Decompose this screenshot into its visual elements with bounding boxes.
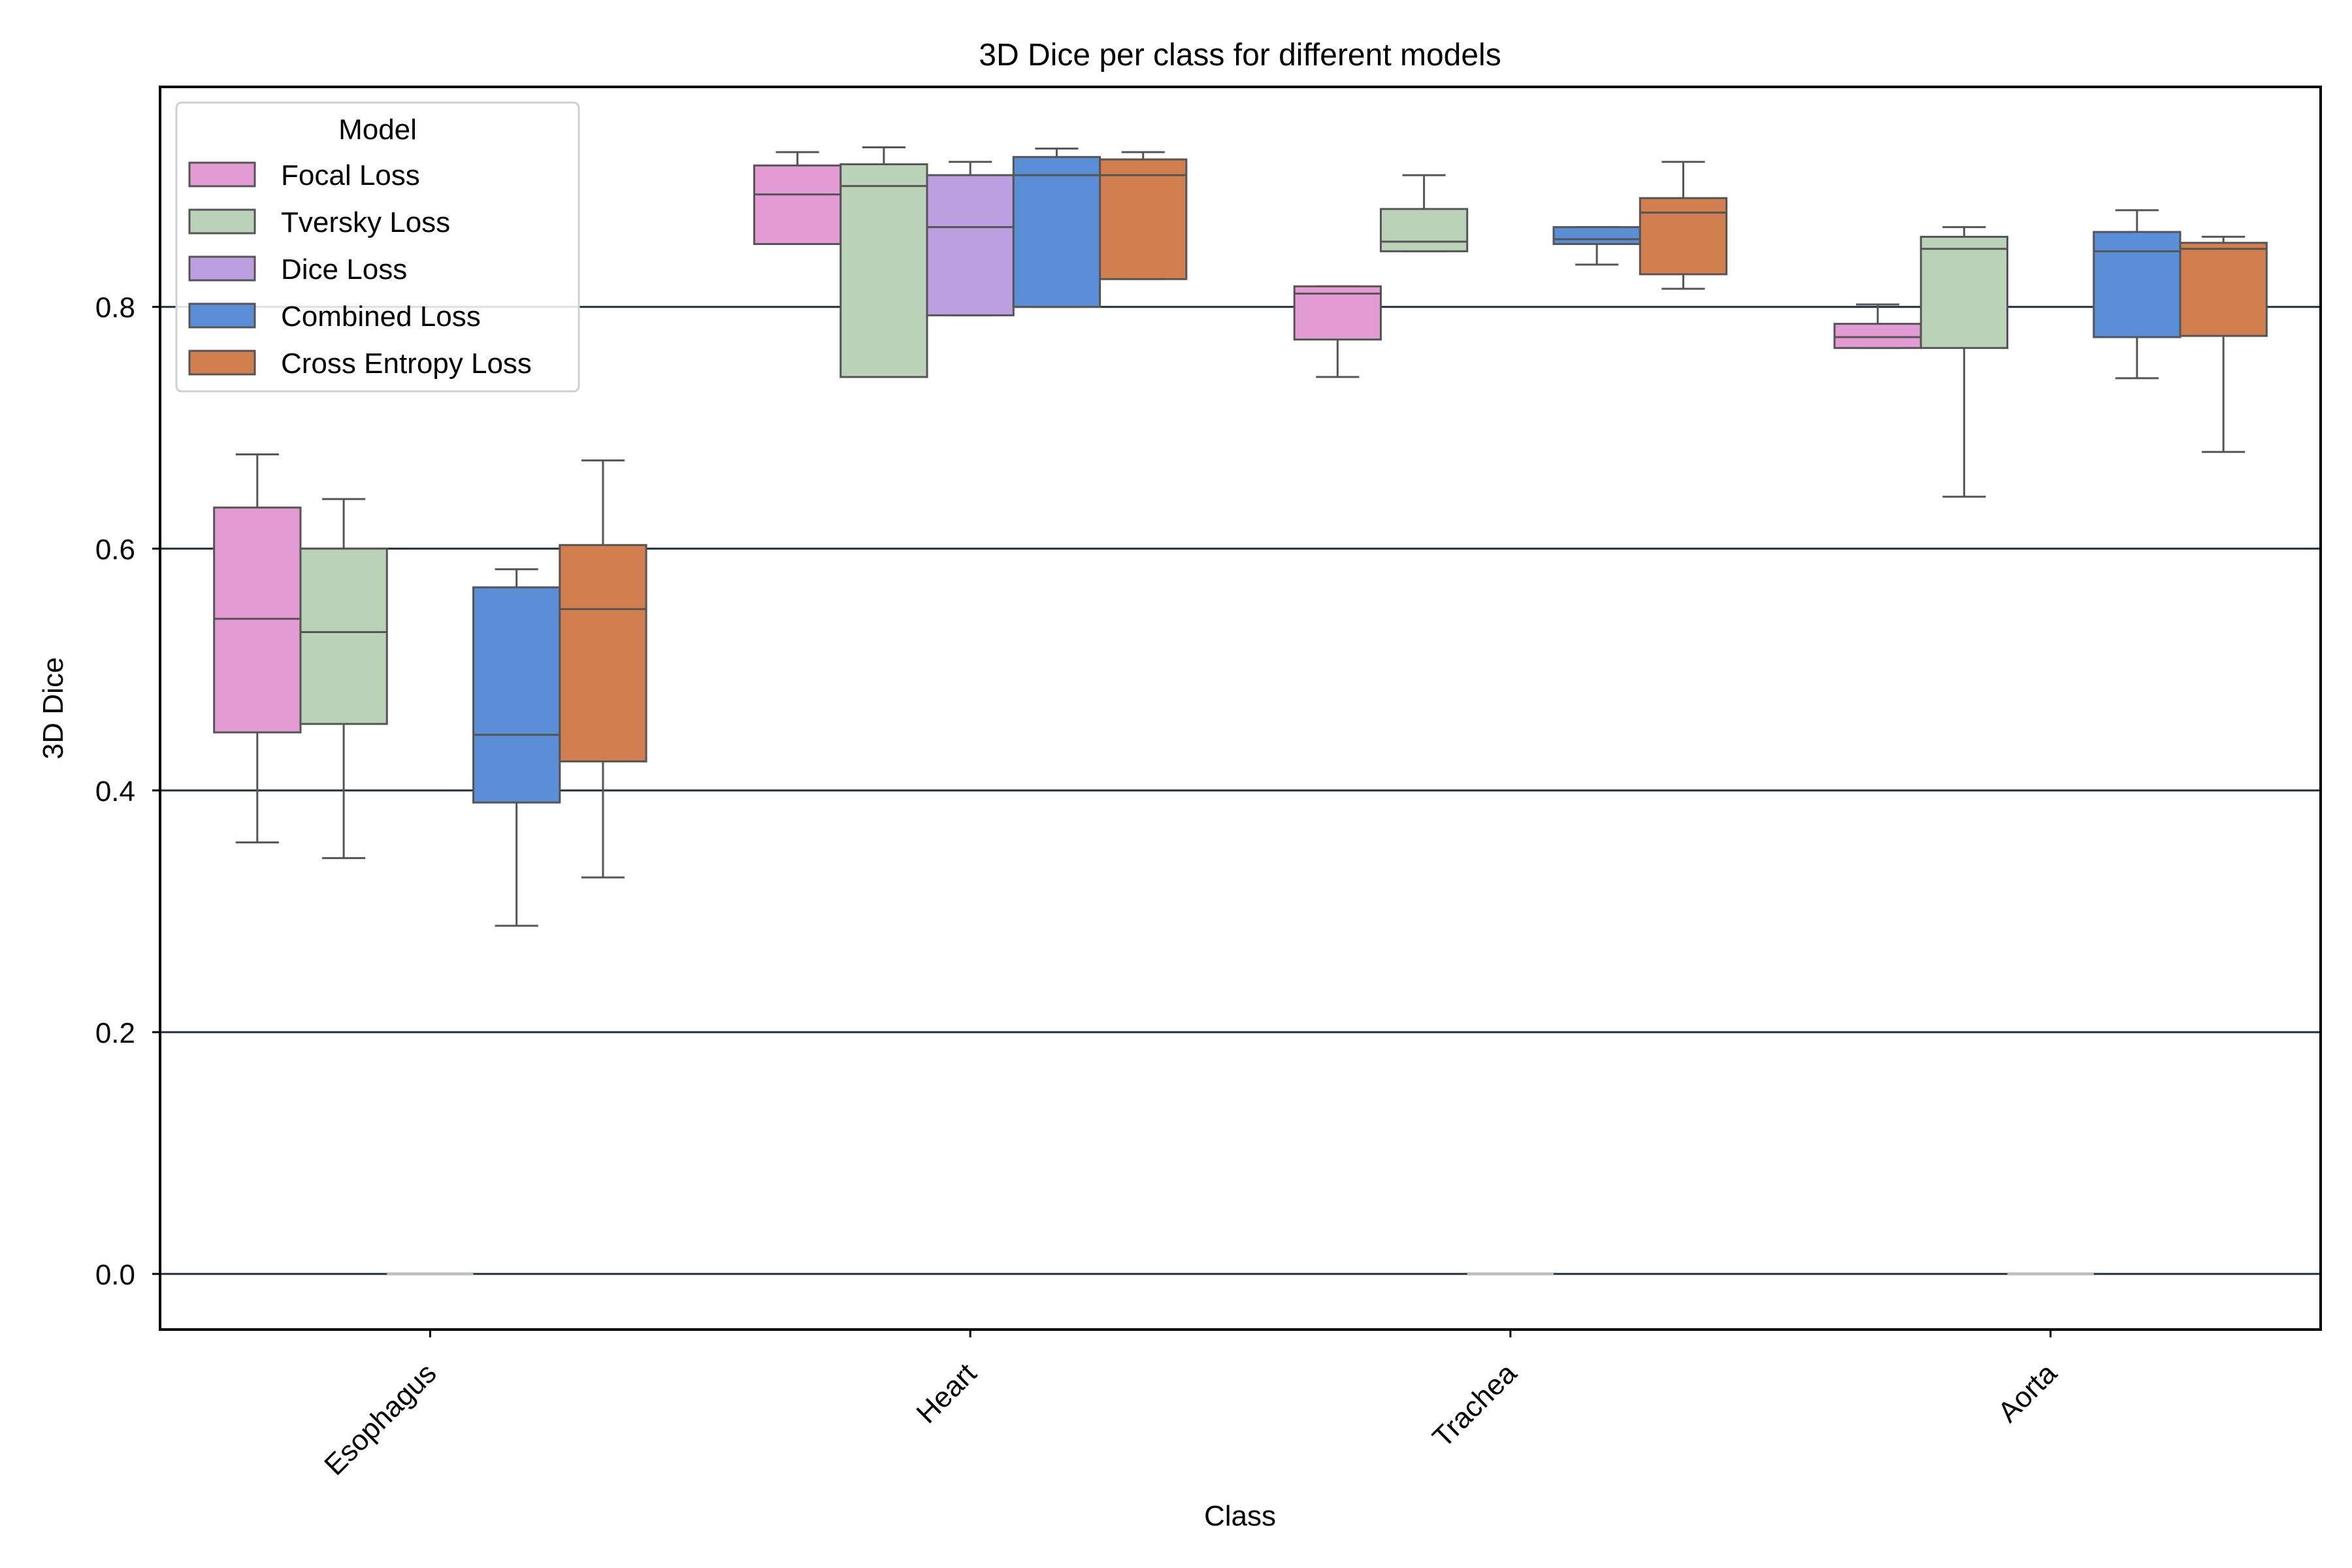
box-iqr xyxy=(213,506,302,734)
legend-entry: Dice Loss xyxy=(188,253,407,286)
box-plot xyxy=(1639,161,1728,290)
box-plot xyxy=(2179,235,2268,453)
box-iqr xyxy=(1639,197,1728,276)
legend-entry: Cross Entropy Loss xyxy=(188,348,532,380)
box-plot xyxy=(1833,303,1922,350)
y-axis-ticks: 0.0 0.2 0.4 0.6 0.8 xyxy=(95,292,160,1291)
box-plot xyxy=(213,453,302,843)
box-plot xyxy=(1919,226,2008,498)
box-iqr xyxy=(1833,323,1922,350)
box-iqr xyxy=(472,586,561,804)
legend-label: Dice Loss xyxy=(281,253,407,286)
y-tick-label: 0.4 xyxy=(95,776,135,808)
box-iqr xyxy=(1379,208,1469,253)
box-plot xyxy=(1012,147,1102,308)
box-plot xyxy=(926,161,1015,317)
box-iqr xyxy=(1552,226,1641,246)
box-plot xyxy=(840,146,928,378)
box-iqr xyxy=(1919,235,2008,350)
box-iqr xyxy=(1099,158,1188,280)
legend-frame xyxy=(175,101,580,393)
box-plot xyxy=(559,459,647,879)
box-iqr xyxy=(559,544,647,762)
y-tick-label: 0.6 xyxy=(95,534,135,566)
box-iqr xyxy=(1293,285,1382,341)
box-iqr xyxy=(299,547,388,725)
box-plot xyxy=(1293,285,1382,378)
box-iqr xyxy=(753,164,842,246)
y-axis-label: 3D Dice xyxy=(37,657,69,760)
legend-label: Focal Loss xyxy=(281,159,420,191)
legend-label: Cross Entropy Loss xyxy=(281,348,532,380)
legend-entries: Focal Loss Tversky Loss Dice Loss Combined … xyxy=(188,159,532,380)
legend-swatch xyxy=(188,350,256,376)
y-tick-label: 0.8 xyxy=(95,292,135,324)
box-iqr xyxy=(1012,155,1102,308)
legend: Model Focal Loss Tversky Loss Dice Loss Com… xyxy=(175,101,580,393)
y-tick-label: 0.2 xyxy=(95,1017,135,1049)
box-iqr xyxy=(2179,242,2268,337)
legend-entry: Tversky Loss xyxy=(188,206,450,238)
box-plot xyxy=(1379,174,1469,253)
legend-swatch xyxy=(188,208,256,235)
box-plot xyxy=(472,568,561,927)
box-plot xyxy=(753,151,842,246)
legend-entry: Combined Loss xyxy=(188,301,481,333)
x-axis-label: Class xyxy=(1204,1500,1276,1532)
box-plot xyxy=(1552,226,1641,266)
chart-title: 3D Dice per class for different models xyxy=(979,38,1501,73)
legend-swatch xyxy=(188,302,256,329)
y-tick-label: 0.0 xyxy=(95,1259,135,1291)
legend-entry: Focal Loss xyxy=(188,159,420,191)
box-plot xyxy=(1099,151,1188,280)
legend-label: Tversky Loss xyxy=(281,206,450,238)
box-iqr xyxy=(926,174,1015,317)
box-plots xyxy=(213,146,2268,1275)
legend-label: Combined Loss xyxy=(281,301,481,333)
box-iqr xyxy=(840,163,928,378)
legend-swatch xyxy=(188,161,256,188)
box-plot xyxy=(299,498,388,859)
box-iqr xyxy=(2093,231,2181,338)
plot-frame xyxy=(159,86,2322,1331)
legend-title: Model xyxy=(338,114,417,146)
legend-swatch xyxy=(188,255,256,282)
